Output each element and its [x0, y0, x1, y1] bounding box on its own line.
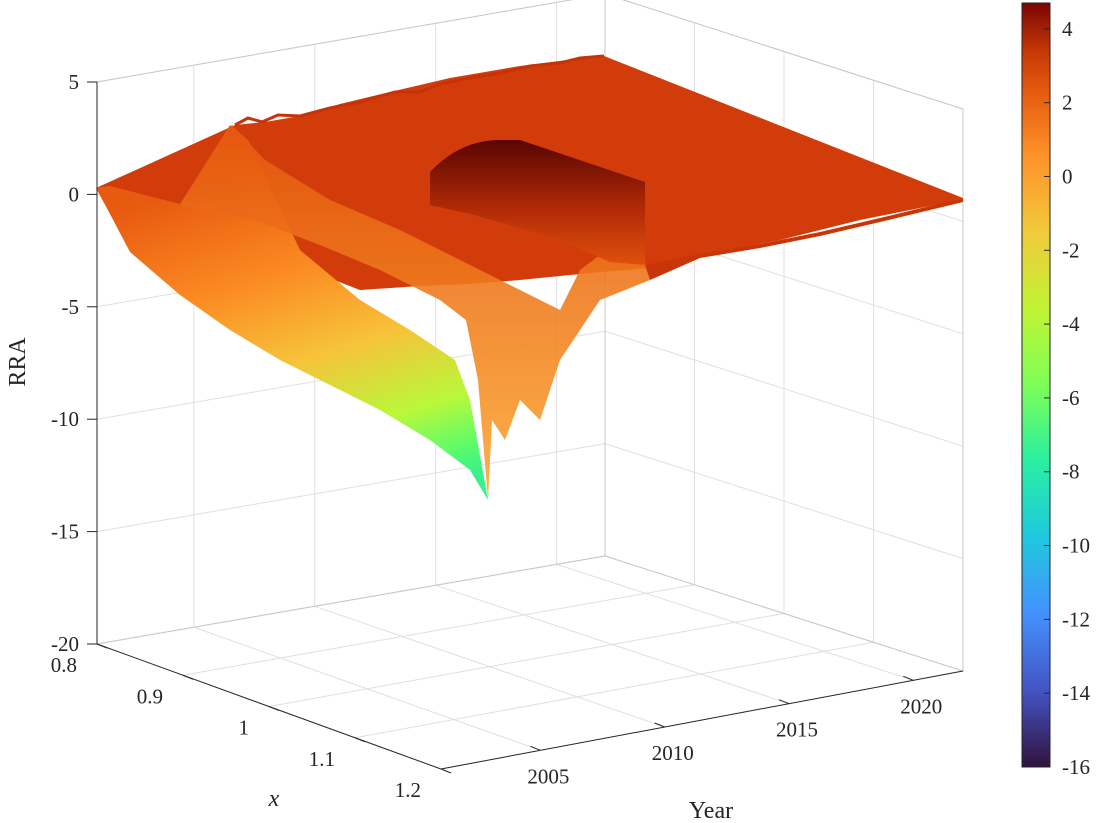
colorbar-tick-label: -4	[1062, 312, 1080, 336]
colorbar: 4 2 0 -2 -4 -6 -8 -10 -12 -14 -16	[1021, 2, 1090, 779]
colorbar-bar	[1021, 2, 1051, 768]
colorbar-tick-label: 0	[1062, 164, 1073, 188]
year-tick-label: 2010	[652, 741, 694, 765]
x-param-tick-label: 0.9	[137, 684, 163, 708]
colorbar-tick-label: 4	[1062, 17, 1073, 41]
x-param-tick-label: 1	[239, 716, 250, 740]
z-tick-label: 5	[69, 70, 80, 94]
colorbar-tick-label: -8	[1062, 460, 1080, 484]
surface	[96, 54, 963, 500]
z-tick-label: -15	[51, 520, 79, 544]
colorbar-tick-label: -2	[1062, 238, 1080, 262]
z-tick-label: -10	[51, 407, 79, 431]
year-tick-label: 2020	[900, 694, 942, 718]
surface-ridges	[180, 125, 650, 500]
surface-dome	[430, 140, 645, 265]
z-tick-label: -20	[51, 632, 79, 656]
year-tick-label: 2005	[527, 764, 569, 788]
surface-front-face	[96, 125, 488, 500]
z-tick-label: 0	[69, 182, 80, 206]
z-axis-label: RRA	[5, 337, 31, 387]
y-axis-label: x	[268, 786, 280, 812]
x-param-tick-label: 1.2	[395, 778, 421, 802]
surface-right-edge	[645, 198, 963, 280]
x-param-tick-label: 1.1	[309, 747, 335, 771]
z-tick-label: -5	[62, 295, 80, 319]
colorbar-tick-label: -10	[1062, 534, 1090, 558]
surface-rim	[234, 54, 605, 127]
colorbar-tick-label: -12	[1062, 607, 1090, 631]
x-param-tick-label: 0.8	[51, 653, 77, 677]
axes: 5 0 -5 -10 -15 -200.8 0.9 1 1.1 1.2 2005 2010 2015 20…	[51, 70, 964, 802]
colorbar-tick-label: -16	[1062, 755, 1090, 779]
colorbar-tick-label: 2	[1062, 91, 1073, 115]
colorbar-tick-label: -6	[1062, 386, 1080, 410]
x-axis-label: Year	[689, 798, 733, 823]
colorbar-tick-label: -14	[1062, 681, 1090, 705]
year-tick-label: 2015	[776, 718, 818, 742]
